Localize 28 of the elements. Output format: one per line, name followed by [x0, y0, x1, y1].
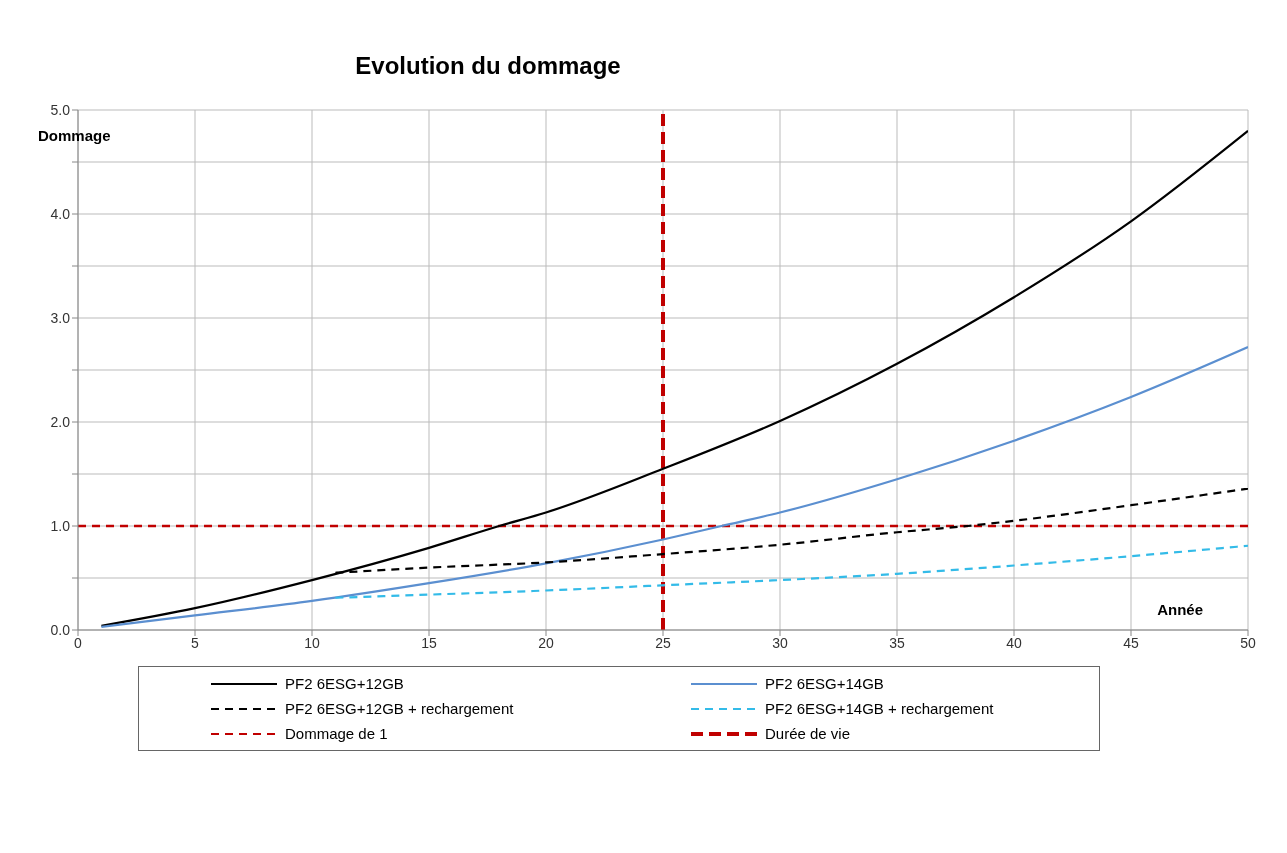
- legend-label: PF2 6ESG+12GB + rechargement: [285, 700, 514, 717]
- x-axis-title: Année: [1157, 601, 1203, 618]
- y-tick-label: 1.0: [50, 517, 71, 534]
- y-tick-label: 3.0: [50, 309, 71, 326]
- x-tick-label: 10: [304, 634, 320, 651]
- x-tick-label: 20: [538, 634, 554, 651]
- x-tick-label: 5: [191, 634, 200, 651]
- y-tick-label: 5.0: [50, 101, 71, 118]
- x-tick-label: 45: [1123, 634, 1139, 651]
- x-tick-label: 40: [1006, 634, 1022, 651]
- line-series: [334, 544, 1248, 599]
- y-tick-label: 4.0: [50, 205, 71, 222]
- x-tick-label: 15: [421, 634, 437, 651]
- legend-label: PF2 6ESG+12GB: [285, 675, 404, 692]
- legend-label: Dommage de 1: [285, 725, 388, 742]
- y-tick-label: 0.0: [50, 621, 71, 638]
- x-tick-label: 30: [772, 634, 788, 651]
- x-tick-label: 50: [1240, 634, 1256, 651]
- x-tick-label: 25: [655, 634, 671, 651]
- y-tick-label: 2.0: [50, 413, 71, 430]
- x-tick-label: 0: [74, 634, 83, 651]
- legend-label: PF2 6ESG+14GB: [765, 675, 884, 692]
- x-tick-label: 35: [889, 634, 905, 651]
- line-series: [100, 346, 1248, 628]
- legend-label: PF2 6ESG+14GB + rechargement: [765, 700, 994, 717]
- y-axis-title: Dommage: [38, 126, 111, 144]
- chart-title: Evolution du dommage: [354, 51, 622, 81]
- legend-label: Durée de vie: [765, 725, 851, 742]
